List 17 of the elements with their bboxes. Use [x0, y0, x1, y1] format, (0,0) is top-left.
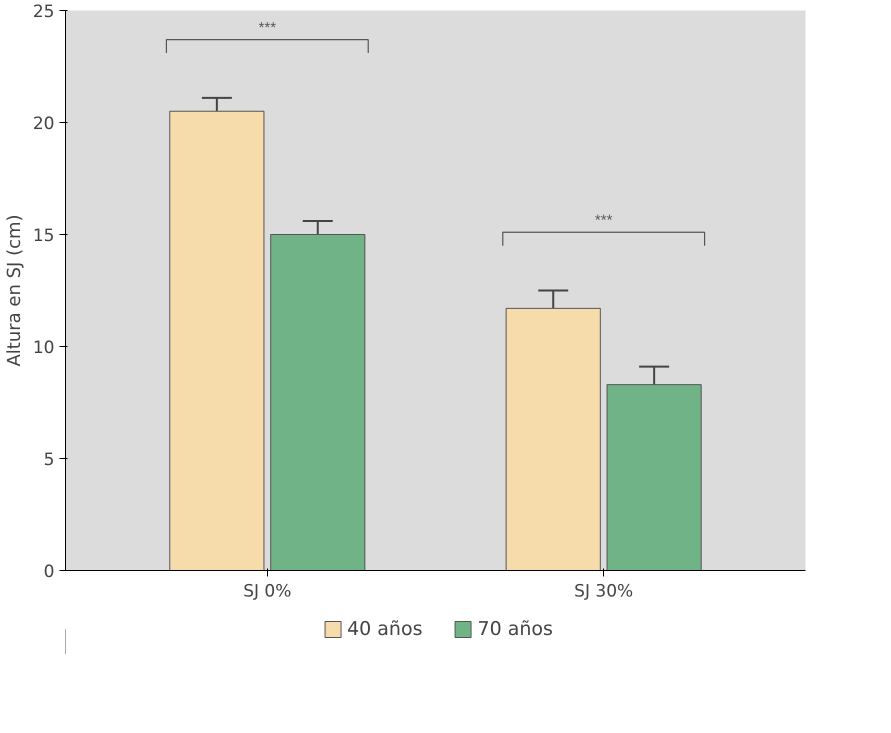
- y-tick-label: 20: [32, 114, 55, 134]
- y-tick-label: 0: [44, 562, 55, 582]
- y-tick-label: 25: [32, 2, 55, 22]
- legend-label: 70 años: [478, 618, 553, 640]
- x-tick-label: SJ 0%: [243, 582, 292, 602]
- y-axis-title: Altura en SJ (cm): [4, 214, 25, 367]
- y-tick-label: 10: [32, 338, 55, 358]
- bar: [169, 110, 264, 570]
- legend-label: 40 años: [347, 618, 422, 640]
- bar: [506, 308, 601, 570]
- bar: [606, 384, 702, 570]
- annotation: ***: [258, 19, 276, 36]
- y-tick-label: 15: [32, 226, 55, 246]
- annotation: ***: [594, 212, 613, 229]
- y-tick-label: 5: [44, 450, 55, 470]
- x-tick-label: SJ 30%: [574, 582, 634, 602]
- bar: [270, 234, 366, 570]
